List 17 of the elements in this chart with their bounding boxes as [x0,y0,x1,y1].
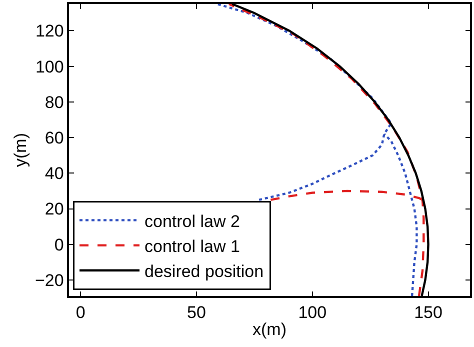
x-tick-label: 100 [298,303,327,322]
y-tick-label: 60 [44,128,64,148]
y-tick-label: 120 [35,22,64,41]
y-axis-title: y(m) [11,133,30,167]
y-tick-label: 40 [44,164,64,184]
y-tick-label: 20 [44,200,64,219]
x-tick-label: 0 [76,303,86,322]
y-tick-label: 100 [35,57,64,76]
legend-label: control law 2 [144,212,240,231]
x-axis-title: x(m) [252,320,286,340]
x-tick-label: 50 [187,303,206,322]
y-tick-label: 80 [44,92,64,112]
legend-label: control law 1 [144,236,240,256]
y-tick-label: −20 [35,270,64,290]
legend-label: desired position [144,262,264,282]
x-tick-label: 150 [414,303,442,322]
y-tick-label: 0 [54,235,64,254]
